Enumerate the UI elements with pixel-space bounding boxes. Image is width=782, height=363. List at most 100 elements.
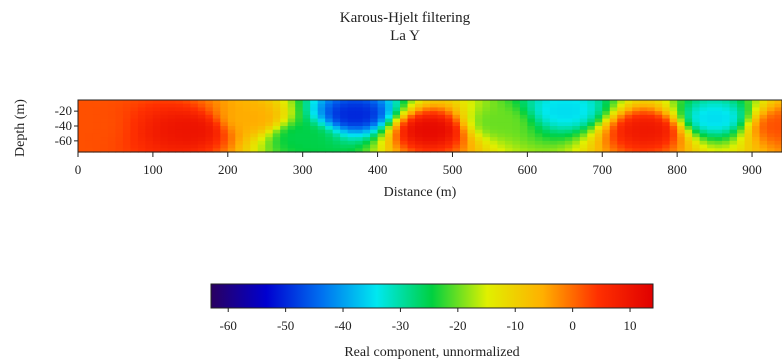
heatmap-cell	[167, 126, 176, 131]
heatmap-cell	[677, 122, 686, 127]
heatmap-cell	[669, 107, 678, 112]
heatmap-cell	[310, 129, 319, 135]
heatmap-cell	[437, 114, 446, 120]
heatmap-cell	[684, 129, 693, 135]
heatmap-cell	[205, 100, 214, 105]
heatmap-cell	[572, 140, 581, 146]
heatmap-cell	[317, 144, 326, 149]
heatmap-cell	[385, 133, 394, 138]
heatmap-cell	[415, 122, 424, 127]
heatmap-cell	[332, 118, 341, 123]
heatmap-cell	[737, 107, 746, 112]
heatmap-cell	[107, 100, 117, 105]
heatmap-cell	[482, 122, 491, 127]
heatmap-cell	[422, 122, 431, 127]
heatmap-cell	[355, 114, 364, 120]
heatmap-cell	[542, 107, 551, 112]
heatmap-cell	[197, 103, 206, 109]
heatmap-cell	[100, 129, 109, 135]
y-tick-label: -40	[55, 118, 72, 133]
heatmap-cell	[489, 107, 498, 112]
heatmap-cell	[452, 126, 461, 131]
heatmap-cell	[759, 144, 768, 149]
heatmap-cell	[759, 137, 768, 142]
heatmap-cell	[579, 111, 588, 116]
heatmap-cell	[639, 107, 648, 112]
heatmap-cell	[624, 144, 633, 149]
heatmap-cell	[235, 140, 244, 146]
heatmap-cell	[707, 140, 716, 146]
heatmap-cell	[130, 148, 139, 153]
heatmap-cell	[152, 114, 161, 120]
heatmap-cell	[639, 140, 648, 146]
heatmap-cell	[504, 100, 513, 105]
heatmap-cell	[609, 126, 618, 131]
heatmap-cell	[265, 129, 274, 135]
heatmap-cell	[362, 122, 371, 127]
heatmap-cell	[227, 140, 236, 146]
heatmap-cell	[407, 126, 416, 131]
heatmap-cell	[362, 140, 371, 146]
heatmap-cell	[654, 111, 663, 116]
heatmap-cell	[205, 137, 214, 142]
heatmap-cell	[310, 103, 319, 109]
heatmap-cell	[699, 144, 708, 149]
heatmap-cell	[310, 133, 319, 138]
heatmap-cell	[677, 137, 686, 142]
heatmap-cell	[707, 144, 716, 149]
heatmap-cell	[602, 118, 611, 123]
heatmap-cell	[617, 137, 626, 142]
heatmap-cell	[557, 107, 566, 112]
heatmap-cell	[227, 144, 236, 149]
heatmap-cell	[92, 137, 102, 142]
heatmap-cell	[295, 107, 304, 112]
heatmap-cell	[602, 103, 611, 109]
heatmap-cell	[227, 122, 236, 127]
heatmap-cell	[467, 100, 476, 105]
heatmap-cell	[430, 114, 439, 120]
heatmap-cell	[152, 103, 161, 109]
heatmap-cell	[654, 103, 663, 109]
heatmap-cell	[467, 129, 476, 135]
heatmap-cell	[759, 111, 768, 116]
heatmap-cell	[422, 129, 431, 135]
heatmap-cell	[130, 137, 139, 142]
heatmap-cell	[519, 111, 528, 116]
heatmap-cell	[242, 140, 251, 146]
heatmap-cell	[400, 103, 409, 109]
heatmap-cell	[579, 137, 588, 142]
heatmap-cell	[197, 107, 206, 112]
heatmap-cell	[497, 107, 506, 112]
heatmap-cell	[474, 118, 484, 123]
heatmap-cell	[257, 137, 266, 142]
heatmap-cell	[422, 137, 431, 142]
heatmap-cell	[280, 144, 289, 149]
heatmap-cell	[272, 107, 281, 112]
heatmap-cell	[752, 107, 761, 112]
heatmap-cell	[452, 148, 461, 153]
heatmap-cell	[317, 122, 326, 127]
heatmap-cell	[684, 114, 693, 120]
heatmap-cell	[422, 140, 431, 146]
heatmap-cell	[774, 111, 782, 116]
heatmap-cell	[265, 114, 274, 120]
heatmap-cell	[662, 126, 671, 131]
heatmap-cell	[422, 107, 431, 112]
heatmap-cell	[437, 118, 446, 123]
heatmap-cell	[617, 126, 626, 131]
heatmap-cell	[587, 122, 596, 127]
heatmap-cell	[542, 103, 551, 109]
heatmap-cell	[624, 126, 633, 131]
heatmap-cell	[692, 144, 701, 149]
heatmap-cell	[437, 144, 446, 149]
heatmap-cell	[594, 129, 603, 135]
heatmap-cell	[220, 133, 229, 138]
heatmap-cell	[699, 126, 708, 131]
heatmap-cell	[407, 133, 416, 138]
heatmap-cell	[257, 126, 266, 131]
heatmap-cell	[310, 137, 319, 142]
heatmap-cell	[752, 129, 761, 135]
heatmap-cell	[265, 144, 274, 149]
heatmap-cell	[459, 126, 469, 131]
heatmap-cell	[692, 111, 701, 116]
